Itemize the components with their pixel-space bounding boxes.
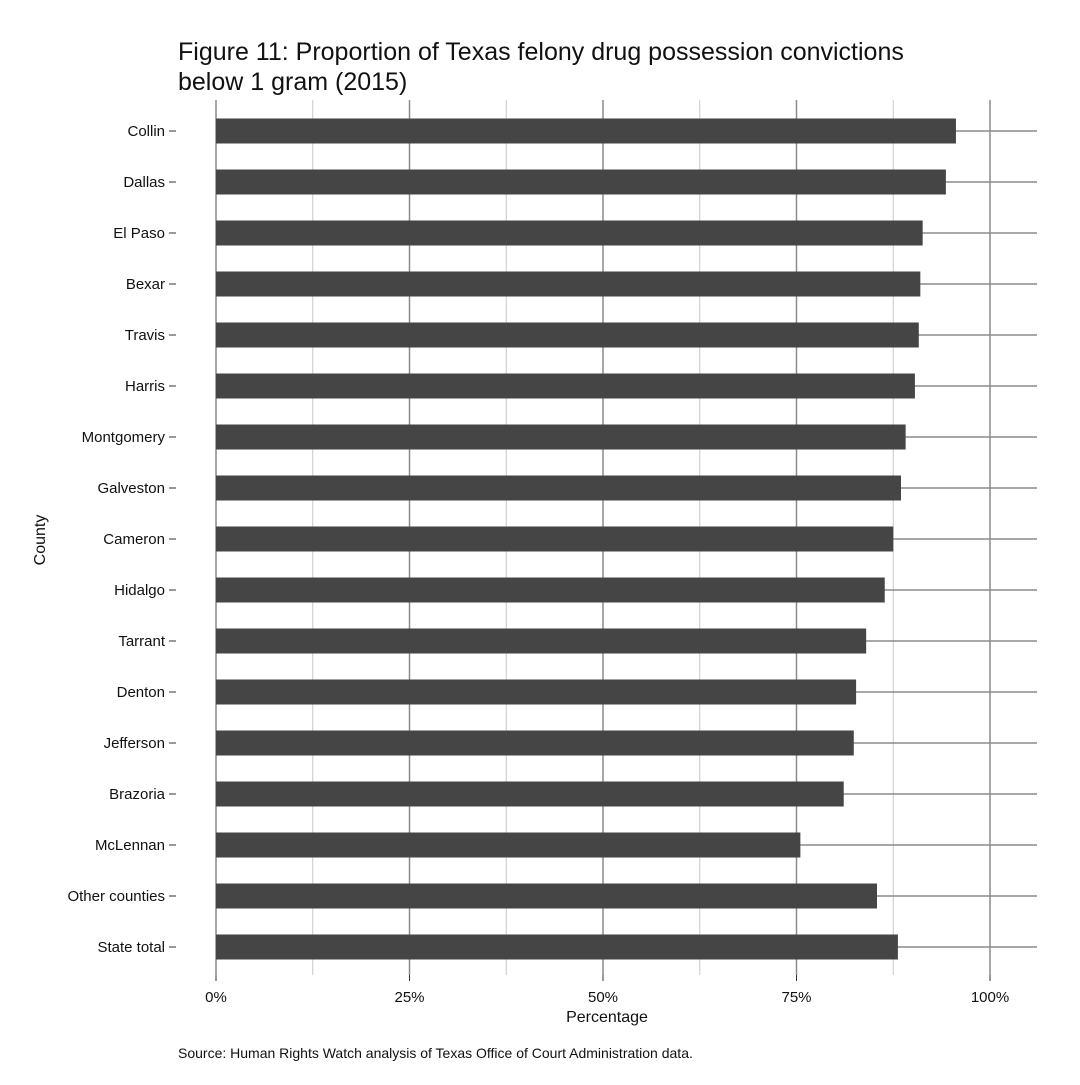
chart-title-line-1: Figure 11: Proportion of Texas felony dr… — [178, 38, 904, 66]
y-tick-label: Tarrant — [118, 633, 166, 650]
bar-collin — [216, 118, 956, 144]
y-tick-label: Galveston — [97, 480, 165, 497]
y-tick-label: Harris — [125, 378, 165, 395]
y-tick-label: Cameron — [103, 531, 165, 548]
bar-harris — [216, 373, 915, 399]
source-caption: Source: Human Rights Watch analysis of T… — [178, 1045, 693, 1061]
bar-tarrant — [216, 628, 867, 654]
x-axis-label: Percentage — [566, 1009, 648, 1026]
bar-hidalgo — [216, 577, 885, 603]
y-tick-label: Jefferson — [104, 735, 165, 752]
y-tick-label: Collin — [127, 123, 165, 140]
bar-mclennan — [216, 832, 801, 858]
chart-title-line-2: below 1 gram (2015) — [178, 68, 407, 96]
bar-other-counties — [216, 883, 877, 909]
y-tick-label: State total — [97, 939, 165, 956]
x-tick-label: 0% — [205, 989, 227, 1006]
y-tick-label: Bexar — [126, 276, 165, 293]
bar-jefferson — [216, 730, 854, 756]
y-tick-label: El Paso — [113, 225, 165, 242]
y-tick-label: Hidalgo — [114, 582, 165, 599]
bar-travis — [216, 322, 919, 348]
bar-el-paso — [216, 220, 923, 246]
bar-denton — [216, 679, 857, 705]
bar-brazoria — [216, 781, 844, 807]
x-tick-label: 100% — [971, 989, 1009, 1006]
bar-galveston — [216, 475, 901, 501]
y-tick-label: Other counties — [67, 888, 165, 905]
x-tick-label: 75% — [781, 989, 811, 1006]
bar-montgomery — [216, 424, 906, 450]
x-tick-label: 50% — [588, 989, 618, 1006]
bar-dallas — [216, 169, 946, 195]
bar-bexar — [216, 271, 921, 297]
x-tick-label: 25% — [394, 989, 424, 1006]
y-tick-label: Dallas — [123, 174, 165, 191]
bar-state-total — [216, 934, 898, 960]
y-tick-label: Travis — [125, 327, 165, 344]
y-tick-label: McLennan — [95, 837, 165, 854]
bar-cameron — [216, 526, 894, 552]
y-axis-label: County — [32, 515, 49, 566]
y-tick-label: Denton — [117, 684, 165, 701]
y-tick-label: Brazoria — [109, 786, 166, 803]
y-tick-label: Montgomery — [82, 429, 166, 446]
